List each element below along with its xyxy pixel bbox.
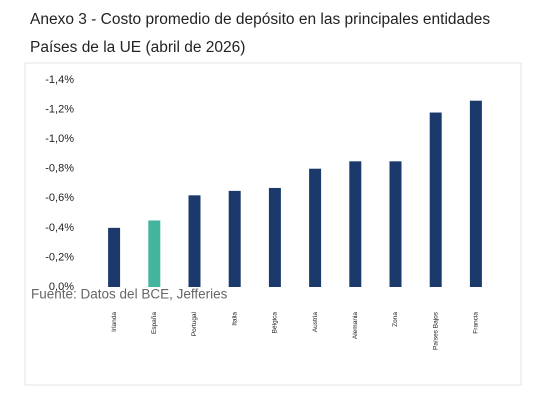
bar xyxy=(349,161,362,287)
y-tick-label: -0,6% xyxy=(45,192,74,204)
y-tick-label: -1,2% xyxy=(45,103,74,115)
x-tick-label: Irlanda xyxy=(111,312,118,332)
y-tick-label: 0,0% xyxy=(49,281,74,293)
bar xyxy=(188,195,201,287)
x-tick-label: España xyxy=(151,312,158,334)
source-note: Fuente: Datos del BCE, Jefferies xyxy=(31,287,228,302)
bar xyxy=(309,168,322,287)
y-tick-label: -0,8% xyxy=(45,163,74,175)
x-tick-label: Zona xyxy=(392,312,399,327)
y-tick-label: -0,2% xyxy=(45,251,74,263)
bar xyxy=(268,187,281,287)
x-tick-label: Bélgica xyxy=(272,312,279,334)
x-tick-label: Italia xyxy=(231,312,238,326)
x-tick-label: Alemania xyxy=(352,312,359,339)
bar xyxy=(469,100,482,287)
chart-subtitle: Países de la UE (abril de 2026) xyxy=(30,39,245,56)
y-tick-label: -0,4% xyxy=(45,222,74,234)
x-tick-label: Francia xyxy=(473,312,480,334)
x-tick-label: Portugal xyxy=(191,311,198,336)
y-tick-label: -1,4% xyxy=(45,74,74,86)
y-tick-label: -1,0% xyxy=(45,133,74,145)
bar xyxy=(228,190,241,287)
bar xyxy=(429,112,442,288)
chart-title: Anexo 3 - Costo promedio de depósito en … xyxy=(30,11,490,28)
bar xyxy=(108,227,121,287)
x-tick-label: Austria xyxy=(312,312,319,333)
bar xyxy=(148,220,161,287)
x-tick-label: Países Bajos xyxy=(432,311,439,350)
bar xyxy=(389,161,402,287)
